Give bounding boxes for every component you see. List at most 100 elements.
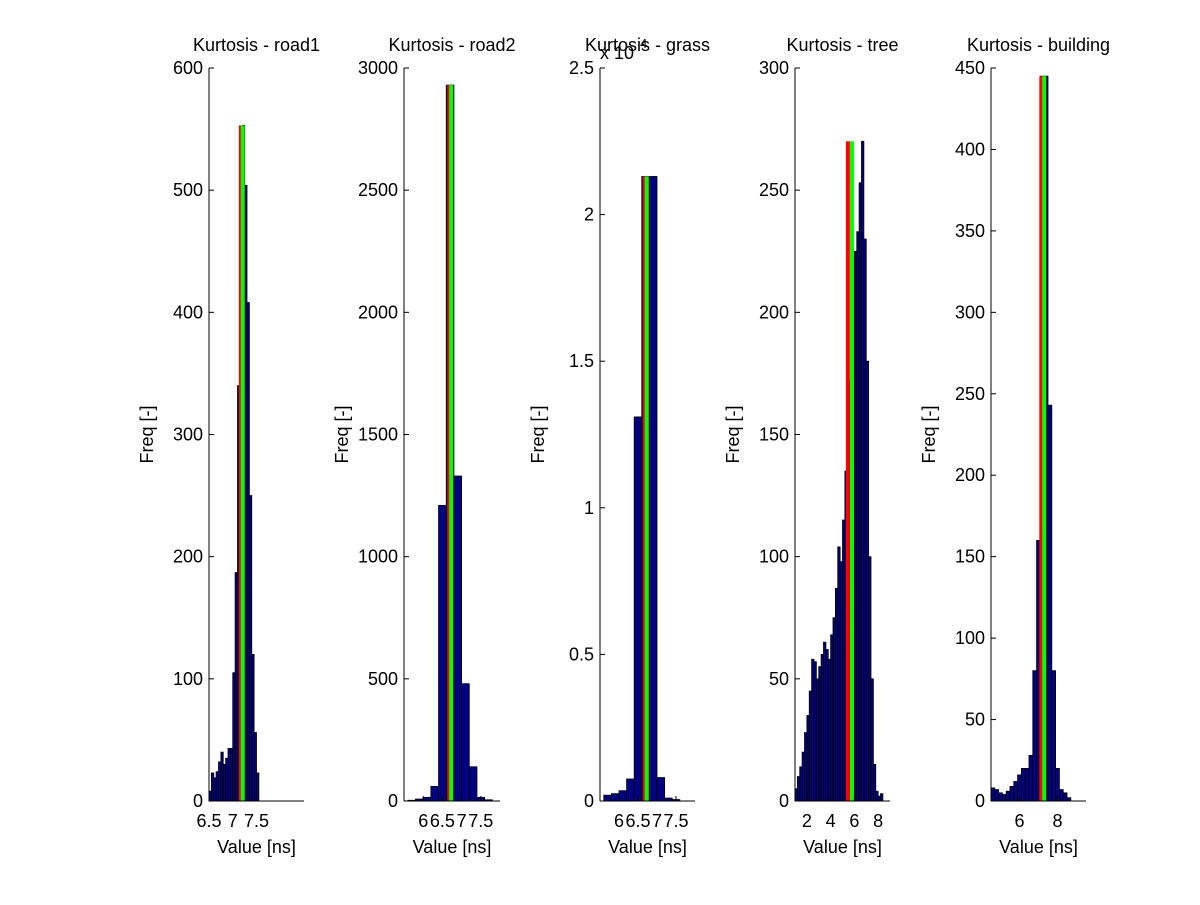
- green-marker-line: [240, 125, 245, 801]
- green-marker-line: [644, 176, 649, 801]
- y-tick-label: 450: [955, 58, 985, 78]
- histogram-bar: [626, 778, 635, 802]
- chart-title: Kurtosis - road1: [193, 35, 320, 55]
- y-tick-label: 1: [584, 498, 594, 518]
- y-tick-label: 2000: [358, 302, 398, 322]
- y-tick-label: 0: [975, 791, 985, 811]
- x-tick-label: 6: [1014, 811, 1024, 831]
- y-tick-label: 400: [955, 139, 985, 159]
- histogram-bar: [1009, 785, 1015, 802]
- histogram-bar: [656, 777, 665, 802]
- histogram-bar: [430, 785, 439, 802]
- x-tick-label: 7: [457, 811, 467, 831]
- histogram-bars: [208, 125, 260, 802]
- y-tick-label: 100: [955, 628, 985, 648]
- y-tick-label: 50: [769, 669, 789, 689]
- x-tick-label: 7: [652, 811, 662, 831]
- histogram-bar: [468, 766, 478, 802]
- histogram-bar: [461, 683, 470, 802]
- y-tick-label: 250: [759, 180, 789, 200]
- histogram-bar: [618, 790, 627, 802]
- x-tick-label: 7.5: [468, 811, 493, 831]
- y-axis-label: Freq [-]: [137, 405, 157, 463]
- histogram-bar: [603, 794, 612, 802]
- axis-exponent-power: 4: [640, 36, 647, 51]
- histogram-bar: [1062, 792, 1068, 802]
- histogram-bar: [1005, 790, 1011, 802]
- histogram-bar: [633, 416, 643, 802]
- y-tick-label: 400: [173, 302, 203, 322]
- histogram-bar: [1028, 754, 1034, 802]
- axis-exponent-label: x 10: [600, 43, 634, 63]
- y-axis-label: Freq [-]: [723, 405, 743, 463]
- y-axis-label: Freq [-]: [919, 405, 939, 463]
- histogram-bar: [1047, 404, 1053, 802]
- y-tick-label: 1.5: [569, 351, 594, 371]
- y-tick-label: 300: [955, 302, 985, 322]
- y-tick-label: 100: [173, 669, 203, 689]
- histogram-bar: [611, 793, 620, 802]
- histogram-bar: [438, 504, 447, 802]
- histogram-bar: [1059, 789, 1064, 802]
- y-tick-label: 600: [173, 58, 203, 78]
- x-tick-label: 4: [826, 811, 836, 831]
- histogram-bar: [1024, 768, 1030, 802]
- chart-title: Kurtosis - tree: [786, 35, 898, 55]
- histogram-bar: [880, 793, 884, 802]
- y-tick-label: 500: [368, 669, 398, 689]
- y-tick-label: 2: [584, 205, 594, 225]
- y-tick-label: 300: [173, 425, 203, 445]
- y-axis-label: Freq [-]: [528, 405, 548, 463]
- histogram-bar: [422, 796, 432, 802]
- y-tick-label: 1500: [358, 425, 398, 445]
- y-tick-label: 200: [173, 547, 203, 567]
- y-tick-label: 3000: [358, 58, 398, 78]
- x-tick-label: 7.5: [244, 811, 269, 831]
- histogram-bar: [998, 792, 1003, 802]
- histogram-bar: [1051, 670, 1057, 802]
- y-tick-label: 250: [955, 384, 985, 404]
- y-tick-label: 0.5: [569, 644, 594, 664]
- subplot-1: 0 100 200 300 400 500 600 6.5 7 7.5 Kurtosis - roa…: [137, 35, 320, 857]
- y-tick-label: 200: [955, 465, 985, 485]
- subplot-2: 0 500 1000 1500 2000 2500 3000 6 6.5 7 7.5 Kurtosis…: [332, 35, 516, 857]
- y-tick-label: 500: [173, 180, 203, 200]
- x-axis-label: Value [ns]: [803, 837, 882, 857]
- chart-title: Kurtosis - building: [967, 35, 1110, 55]
- green-marker-line: [449, 85, 454, 801]
- histogram-bar: [1013, 781, 1018, 802]
- green-marker-line: [1042, 76, 1047, 801]
- x-tick-label: 7.5: [663, 811, 688, 831]
- histogram-bar: [1032, 670, 1038, 802]
- x-tick-label: 6.5: [625, 811, 650, 831]
- histogram-bar: [994, 789, 999, 802]
- x-tick-label: 6.5: [196, 811, 221, 831]
- y-tick-label: 1000: [358, 547, 398, 567]
- x-tick-label: 7: [228, 811, 238, 831]
- x-tick-label: 6: [849, 811, 859, 831]
- histogram-bar: [1002, 794, 1007, 802]
- y-tick-label: 0: [193, 791, 203, 811]
- green-marker-line: [850, 141, 854, 802]
- subplot-5: 0 50 100 150 200 250 300 350 400 450 6 8 Kurtosis - …: [919, 35, 1110, 857]
- red-marker-line: [1039, 76, 1044, 801]
- x-tick-label: 8: [1052, 811, 1062, 831]
- chart-title: Kurtosis - grass: [585, 35, 710, 55]
- y-tick-label: 300: [759, 58, 789, 78]
- y-tick-label: 50: [965, 710, 985, 730]
- x-tick-label: 2: [802, 811, 812, 831]
- x-tick-label: 6: [418, 811, 428, 831]
- x-tick-label: 6: [614, 811, 624, 831]
- chart-title: Kurtosis - road2: [388, 35, 515, 55]
- x-tick-label: 6.5: [430, 811, 455, 831]
- y-tick-label: 200: [759, 302, 789, 322]
- y-tick-label: 100: [759, 547, 789, 567]
- x-axis-label: Value [ns]: [999, 837, 1078, 857]
- histogram-bar: [453, 475, 463, 802]
- y-tick-label: 150: [955, 547, 985, 567]
- y-tick-label: 2500: [358, 180, 398, 200]
- y-tick-label: 150: [759, 425, 789, 445]
